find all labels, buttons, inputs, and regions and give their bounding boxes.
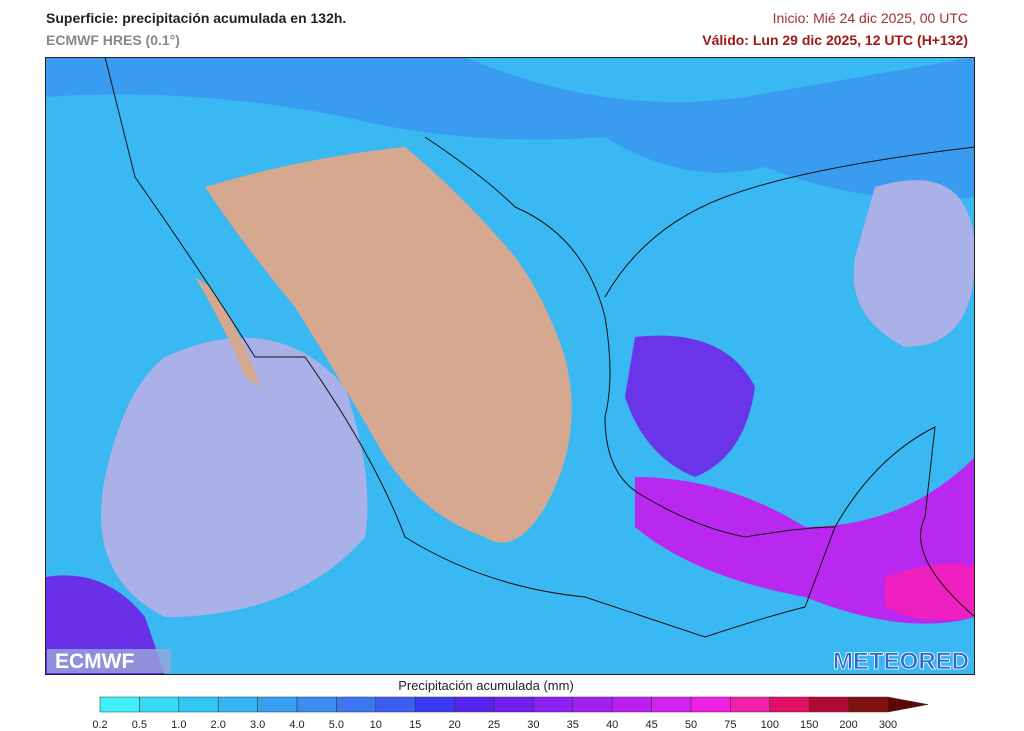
colorbar-bin (375, 696, 416, 713)
map: ECMWF METEORED (45, 57, 975, 675)
colorbar-label: 1.0 (171, 719, 186, 731)
colorbar-label: 4.0 (289, 719, 304, 731)
wet-area (885, 563, 975, 621)
colorbar-bin (454, 696, 495, 713)
colorbar-label: 75 (724, 719, 736, 731)
colorbar-label: 30 (527, 719, 539, 731)
wet-area (625, 335, 755, 477)
colorbar-label: 5.0 (329, 719, 344, 731)
colorbar-bin (848, 696, 889, 713)
colorbar-label: 0.5 (132, 719, 147, 731)
colorbar-bin (139, 696, 180, 713)
dry-land (195, 277, 260, 387)
colorbar-label: 150 (800, 719, 818, 731)
colorbar-label: 10 (370, 719, 382, 731)
colorbar-bin (533, 696, 574, 713)
colorbar-bin (257, 696, 298, 713)
colorbar-bin (808, 696, 849, 713)
colorbar-bin (651, 696, 692, 713)
colorbar-bin (336, 696, 377, 713)
valid-time: Válido: Lun 29 dic 2025, 12 UTC (H+132) (702, 32, 968, 48)
logo-ecmwf: ECMWF (55, 650, 134, 673)
colorbar-label: 25 (488, 719, 500, 731)
dry-land (205, 147, 572, 543)
colorbar-bin (572, 696, 613, 713)
colorbar: Precipitación acumulada (mm) 0.2 0.5 1.0 2.… (92, 678, 929, 731)
map-frame (45, 57, 975, 675)
coastline (104, 57, 975, 638)
colorbar-bin (296, 696, 337, 713)
colorbar-label: 0.2 (92, 719, 107, 731)
dry-ocean (101, 337, 368, 617)
colorbar-label: 2.0 (211, 719, 226, 731)
colorbar-label: 45 (645, 719, 657, 731)
colorbar-bin (178, 696, 219, 713)
colorbar-bin (493, 696, 534, 713)
colorbar-label: 300 (879, 719, 897, 731)
colorbar-bin (99, 696, 140, 713)
colorbar-label: 50 (685, 719, 697, 731)
colorbar-bin (690, 696, 731, 713)
colorbar-label: 35 (567, 719, 579, 731)
colorbar-bin (414, 696, 455, 713)
colorbar-overflow (887, 696, 929, 713)
colorbar-bin (730, 696, 771, 713)
colorbar-label: 20 (448, 719, 460, 731)
title: Superficie: precipitación acumulada en 1… (46, 10, 347, 26)
colorbar-bin (769, 696, 810, 713)
dry-ocean (853, 180, 975, 347)
model: ECMWF HRES (0.1°) (46, 32, 180, 48)
precip-area (45, 57, 975, 199)
init-time: Inicio: Mié 24 dic 2025, 00 UTC (772, 10, 968, 26)
colorbar-bin (611, 696, 652, 713)
colorbar-label: 200 (839, 719, 857, 731)
colorbar-bin (217, 696, 258, 713)
logo-meteored: METEORED (833, 648, 969, 675)
colorbar-title: Precipitación acumulada (mm) (398, 678, 574, 693)
colorbar-label: 40 (606, 719, 618, 731)
logo-box (47, 649, 171, 673)
colorbar-label: 15 (409, 719, 421, 731)
colorbar-label: 100 (761, 719, 779, 731)
colorbar-label: 3.0 (250, 719, 265, 731)
